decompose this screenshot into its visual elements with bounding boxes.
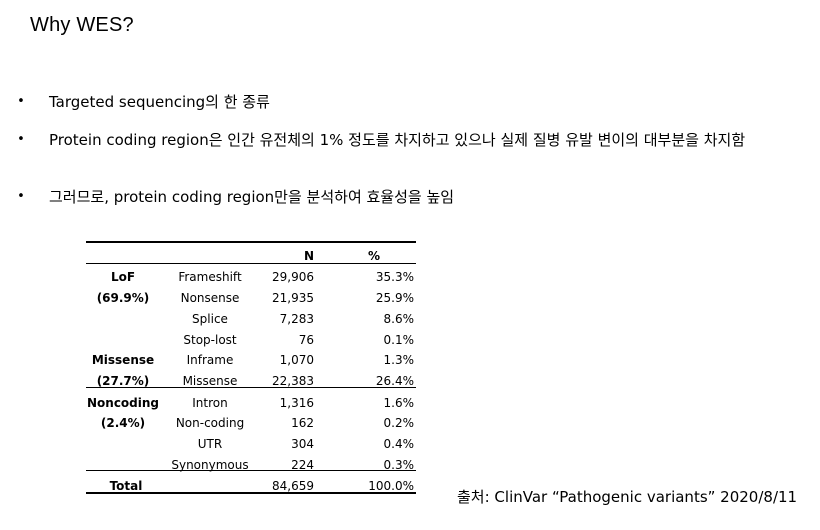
row-pct: 35.3% xyxy=(375,270,414,284)
row-pct: 8.6% xyxy=(383,312,415,326)
row-pct: 26.4% xyxy=(375,374,414,388)
row-subtype: UTR xyxy=(197,437,223,451)
row-n: 29,906 xyxy=(272,270,314,284)
bullet-marker: • xyxy=(17,94,25,109)
row-subtype: Synonymous xyxy=(171,458,249,472)
row-n: 1,316 xyxy=(279,396,314,410)
source-citation: 출처: ClinVar “Pathogenic variants” 2020/8… xyxy=(457,488,798,506)
bullet-marker: • xyxy=(17,189,25,204)
col-header-pct: % xyxy=(367,249,381,263)
group-label: Missense xyxy=(91,353,155,367)
row-n: 224 xyxy=(291,458,314,472)
col-header-n: N xyxy=(303,249,314,263)
row-n: 162 xyxy=(291,416,314,430)
group-label: Noncoding xyxy=(86,396,160,410)
row-n: 1,070 xyxy=(279,353,314,367)
row-pct: 0.2% xyxy=(383,416,415,430)
table-top-rule xyxy=(86,241,416,243)
group-divider xyxy=(86,387,416,388)
row-pct: 25.9% xyxy=(375,291,414,305)
bullet-marker: • xyxy=(17,132,25,147)
row-n: 7,283 xyxy=(279,312,314,326)
row-n: 22,383 xyxy=(272,374,314,388)
group-share: (2.4%) xyxy=(100,416,146,430)
table-total-rule xyxy=(86,470,416,471)
group-label: LoF xyxy=(110,270,136,284)
row-pct: 0.1% xyxy=(383,333,415,347)
bullet-text: Protein coding region은 인간 유전체의 1% 정도를 차지… xyxy=(49,131,746,149)
total-pct: 100.0% xyxy=(368,479,414,493)
row-pct: 0.4% xyxy=(383,437,415,451)
row-n: 21,935 xyxy=(272,291,314,305)
total-label: Total xyxy=(109,479,143,493)
row-n: 76 xyxy=(298,333,314,347)
row-pct: 0.3% xyxy=(383,458,415,472)
bullet-text: Targeted sequencing의 한 종류 xyxy=(49,93,270,111)
group-share: (69.9%) xyxy=(96,291,150,305)
row-subtype: Inframe xyxy=(186,353,234,367)
table-header-rule xyxy=(86,263,416,264)
row-n: 304 xyxy=(291,437,314,451)
table-bottom-rule xyxy=(86,492,416,494)
total-n: 84,659 xyxy=(272,479,314,493)
row-subtype: Intron xyxy=(192,396,228,410)
row-subtype: Stop-lost xyxy=(183,333,237,347)
row-pct: 1.6% xyxy=(383,396,415,410)
row-subtype: Splice xyxy=(192,312,228,326)
group-share: (27.7%) xyxy=(96,374,150,388)
row-subtype: Non-coding xyxy=(175,416,245,430)
row-subtype: Missense xyxy=(182,374,238,388)
variant-table: N % LoF (69.9%) Missense (27.7%) Noncodi… xyxy=(86,241,416,496)
row-pct: 1.3% xyxy=(383,353,415,367)
row-subtype: Frameshift xyxy=(178,270,242,284)
bullet-text: 그러므로, protein coding region만을 분석하여 효율성을 … xyxy=(49,188,455,206)
slide-title: Why WES? xyxy=(30,14,134,36)
row-subtype: Nonsense xyxy=(180,291,240,305)
